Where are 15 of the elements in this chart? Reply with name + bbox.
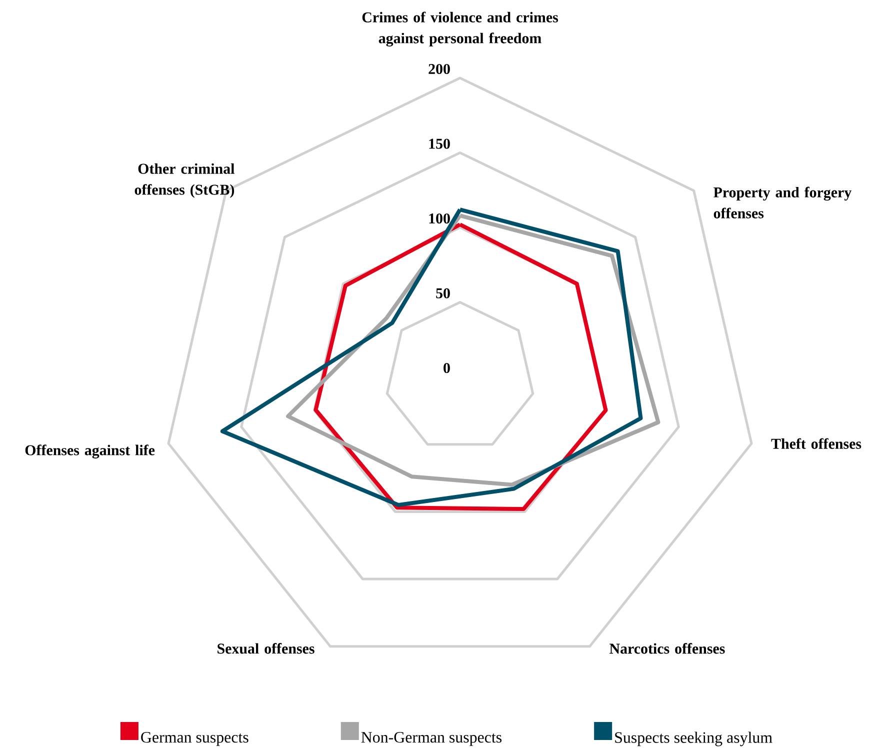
spoke-label: Sexual offenses xyxy=(218,643,314,654)
spoke-label: Property and forgery offenses xyxy=(714,186,852,218)
spoke-label: Offenses against life xyxy=(25,444,155,458)
legend-label: Non-German suspects xyxy=(361,732,502,746)
spoke-label: Theft offenses xyxy=(771,438,862,449)
spoke-label: Crimes of violence and crimes against personal freedom xyxy=(362,12,558,46)
legend-label: German suspects xyxy=(141,732,248,746)
y-tick-label: 200 xyxy=(428,64,450,74)
spoke-label: Narcotics offenses xyxy=(610,643,725,654)
y-tick-label: 0 xyxy=(444,362,450,374)
y-tick-label: 50 xyxy=(436,288,450,298)
spoke-label: Other criminal offenses (StGB) xyxy=(134,163,234,198)
legend-label: Suspects seeking asylum xyxy=(615,732,772,746)
y-tick-label: 150 xyxy=(429,138,450,149)
y-tick-label: 100 xyxy=(429,213,450,224)
